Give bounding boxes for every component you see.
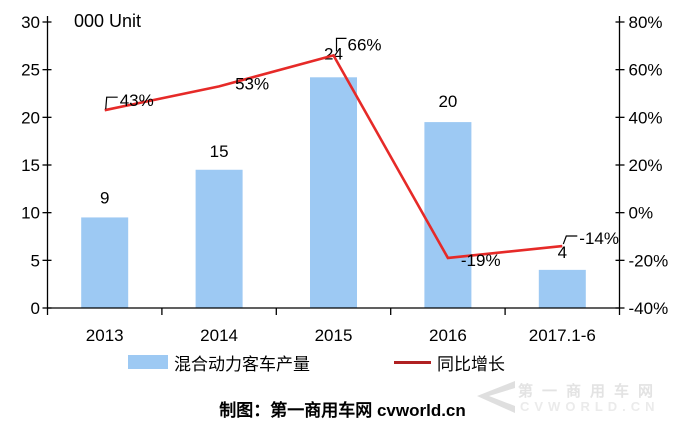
right-axis-tick-label: 80% bbox=[629, 13, 663, 32]
bar-value-label: 4 bbox=[558, 243, 567, 262]
x-axis-category-label: 2013 bbox=[86, 326, 124, 345]
point-label-leader bbox=[335, 37, 347, 52]
x-axis-category-label: 2016 bbox=[429, 326, 467, 345]
x-axis-category-label: 2015 bbox=[315, 326, 353, 345]
x-axis-category-label: 2017.1-6 bbox=[529, 326, 596, 345]
bar-value-label: 9 bbox=[100, 188, 109, 207]
growth-point-label: 43% bbox=[120, 91, 154, 110]
left-axis-tick-label: 5 bbox=[31, 251, 40, 270]
x-axis-category-label: 2014 bbox=[200, 326, 238, 345]
left-axis-tick-label: 30 bbox=[21, 13, 40, 32]
right-axis-tick-label: 60% bbox=[629, 61, 663, 80]
left-axis-tick-label: 25 bbox=[21, 61, 40, 80]
legend-item-production: 混合动力客车产量 bbox=[128, 353, 310, 374]
growth-point-label: -19% bbox=[461, 251, 501, 270]
growth-line bbox=[104, 53, 563, 260]
plot-svg: 0 5 10 15 20 25 30 -40% -20% 0% 20% 40% 60% 80% 2013 20… bbox=[21, 13, 669, 345]
bar-2015 bbox=[310, 77, 357, 308]
right-axis-tick-label: -20% bbox=[629, 251, 669, 270]
left-axis-title: 000 Unit bbox=[74, 11, 142, 31]
legend-bar-label: 混合动力客车产量 bbox=[174, 354, 310, 374]
bar-2016 bbox=[424, 122, 472, 308]
left-axis-tick-label: 15 bbox=[21, 156, 40, 175]
watermark-text-cn: 第一商用车网 bbox=[518, 383, 663, 400]
bar-value-label: 20 bbox=[438, 92, 457, 111]
right-axis-tick-label: 20% bbox=[629, 156, 663, 175]
left-axis-tick-label: 20 bbox=[21, 108, 40, 127]
growth-point-label: 66% bbox=[348, 35, 382, 54]
growth-point-label: 53% bbox=[235, 74, 269, 93]
point-label-leader bbox=[562, 235, 578, 245]
point-label-leader bbox=[105, 96, 118, 110]
bar-2013 bbox=[81, 217, 129, 308]
legend-item-growth: 同比增长 bbox=[394, 353, 505, 374]
bar-2014 bbox=[195, 169, 243, 308]
right-axis-tick-label: 0% bbox=[629, 204, 654, 223]
right-axis-tick-label: 40% bbox=[629, 108, 663, 127]
bar-value-label: 24 bbox=[324, 44, 343, 63]
growth-point-label: -14% bbox=[579, 229, 619, 248]
bar-2017.1-6 bbox=[538, 269, 586, 308]
legend-line-swatch bbox=[394, 360, 431, 364]
watermark-logo-icon bbox=[477, 381, 515, 413]
bar-value-label: 15 bbox=[210, 142, 229, 161]
left-axis-tick-label: 10 bbox=[21, 204, 40, 223]
watermark: 第一商用车网 CVWORLD.CN bbox=[476, 378, 685, 422]
chart-credit: 制图：第一商用车网 cvworld.cn bbox=[219, 401, 466, 420]
legend-bar-swatch bbox=[128, 355, 168, 369]
right-axis-tick-label: -40% bbox=[629, 299, 669, 318]
watermark-text-en: CVWORLD.CN bbox=[520, 399, 660, 414]
left-axis-tick-label: 0 bbox=[31, 299, 40, 318]
legend-line-label: 同比增长 bbox=[437, 354, 505, 374]
